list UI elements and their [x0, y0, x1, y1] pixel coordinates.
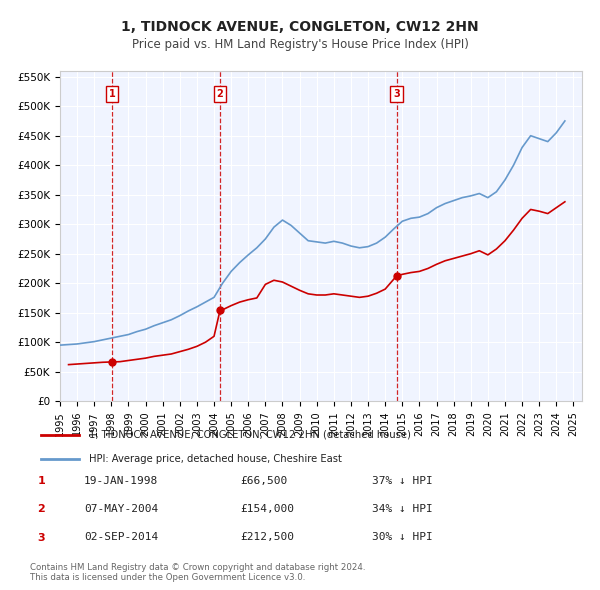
Text: Price paid vs. HM Land Registry's House Price Index (HPI): Price paid vs. HM Land Registry's House … [131, 38, 469, 51]
Text: 1: 1 [38, 476, 45, 486]
Text: 19-JAN-1998: 19-JAN-1998 [84, 476, 158, 486]
Text: 2: 2 [217, 89, 223, 99]
Text: 3: 3 [393, 89, 400, 99]
Text: £212,500: £212,500 [240, 533, 294, 542]
Text: 34% ↓ HPI: 34% ↓ HPI [372, 504, 433, 514]
Text: £66,500: £66,500 [240, 476, 287, 486]
Text: 1, TIDNOCK AVENUE, CONGLETON, CW12 2HN: 1, TIDNOCK AVENUE, CONGLETON, CW12 2HN [121, 19, 479, 34]
Text: 37% ↓ HPI: 37% ↓ HPI [372, 476, 433, 486]
Text: HPI: Average price, detached house, Cheshire East: HPI: Average price, detached house, Ches… [89, 454, 342, 464]
Text: 1: 1 [109, 89, 116, 99]
Text: Contains HM Land Registry data © Crown copyright and database right 2024.
This d: Contains HM Land Registry data © Crown c… [30, 563, 365, 582]
Text: 30% ↓ HPI: 30% ↓ HPI [372, 533, 433, 542]
Text: 3: 3 [38, 533, 45, 543]
Text: 07-MAY-2004: 07-MAY-2004 [84, 504, 158, 514]
Text: 1, TIDNOCK AVENUE, CONGLETON, CW12 2HN (detached house): 1, TIDNOCK AVENUE, CONGLETON, CW12 2HN (… [89, 430, 411, 440]
Text: 02-SEP-2014: 02-SEP-2014 [84, 533, 158, 542]
Text: 2: 2 [38, 504, 45, 514]
Text: £154,000: £154,000 [240, 504, 294, 514]
